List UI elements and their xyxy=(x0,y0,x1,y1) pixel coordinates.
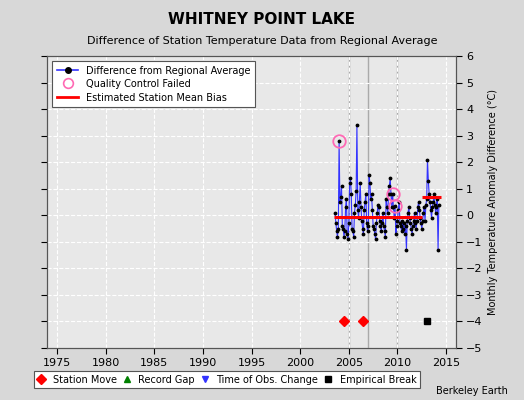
Legend: Station Move, Record Gap, Time of Obs. Change, Empirical Break: Station Move, Record Gap, Time of Obs. C… xyxy=(34,371,420,388)
Text: Berkeley Earth: Berkeley Earth xyxy=(436,386,508,396)
Text: Difference of Station Temperature Data from Regional Average: Difference of Station Temperature Data f… xyxy=(87,36,437,46)
Text: WHITNEY POINT LAKE: WHITNEY POINT LAKE xyxy=(169,12,355,27)
Y-axis label: Monthly Temperature Anomaly Difference (°C): Monthly Temperature Anomaly Difference (… xyxy=(488,89,498,315)
